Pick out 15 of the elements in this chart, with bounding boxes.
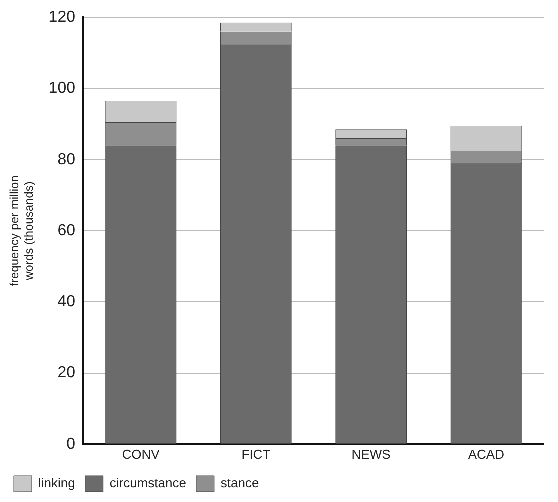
y-axis-title: frequency per million words (thousands)	[8, 176, 36, 286]
y-tick-label: 60	[58, 222, 76, 240]
y-tick-label: 0	[66, 436, 76, 453]
x-tick-label: CONV	[122, 446, 160, 462]
y-tick-label: 100	[48, 80, 76, 98]
x-tick-label: ACAD	[468, 446, 504, 462]
y-tick-label: 120	[48, 9, 76, 26]
x-tick-label: FICT	[242, 446, 271, 462]
x-tick-label: NEWS	[352, 446, 392, 462]
legend-label: linking	[38, 476, 76, 491]
y-tick-label: 40	[58, 294, 76, 311]
legend-label: stance	[220, 476, 260, 491]
y-tick-label: 20	[58, 364, 76, 382]
y-tick-label: 80	[58, 151, 76, 168]
legend-label: circumstance	[110, 476, 186, 491]
